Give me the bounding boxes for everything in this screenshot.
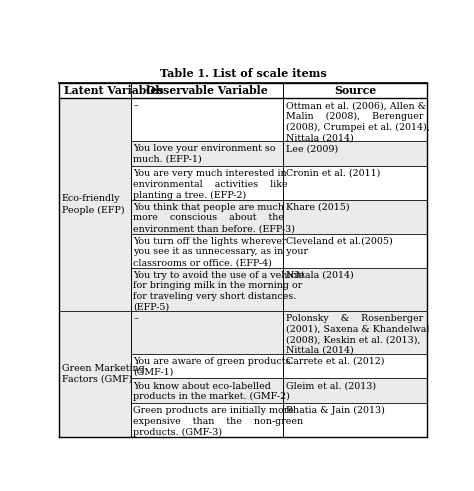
- Text: Cronin et al. (2011): Cronin et al. (2011): [286, 169, 380, 178]
- Text: Cleveland et al.(2005): Cleveland et al.(2005): [286, 237, 392, 246]
- Text: Table 1. List of scale items: Table 1. List of scale items: [160, 68, 326, 80]
- Bar: [131, 166, 283, 200]
- Text: Observable Variable: Observable Variable: [146, 85, 268, 96]
- Bar: [59, 83, 131, 98]
- Text: You know about eco-labelled
products in the market. (GMF-2): You know about eco-labelled products in …: [134, 382, 291, 402]
- Bar: [59, 311, 131, 437]
- Bar: [283, 311, 427, 354]
- Text: Carrete et al. (2012): Carrete et al. (2012): [286, 357, 384, 366]
- Text: Latent Variables: Latent Variables: [64, 85, 164, 96]
- Bar: [283, 141, 427, 166]
- Text: Khare (2015): Khare (2015): [286, 203, 349, 212]
- Text: –: –: [134, 101, 138, 110]
- Bar: [59, 98, 131, 311]
- Text: Green products are initially more
expensive    than    the    non-green
products: Green products are initially more expens…: [134, 406, 303, 437]
- Text: Nittala (2014): Nittala (2014): [286, 271, 354, 279]
- Text: You think that people are much
more    conscious    about    the
environment tha: You think that people are much more cons…: [134, 203, 295, 233]
- Bar: [283, 98, 427, 141]
- Text: Eco-friendly
People (EFP): Eco-friendly People (EFP): [62, 194, 125, 215]
- Bar: [131, 311, 283, 354]
- Bar: [131, 141, 283, 166]
- Text: Green Marketing
Factors (GMF): Green Marketing Factors (GMF): [62, 364, 145, 384]
- Text: You love your environment so
much. (EFP-1): You love your environment so much. (EFP-…: [134, 144, 276, 164]
- Bar: [131, 379, 283, 403]
- Bar: [131, 200, 283, 234]
- Bar: [131, 354, 283, 379]
- Text: Lee (2009): Lee (2009): [286, 144, 338, 153]
- Bar: [131, 98, 283, 141]
- Bar: [283, 166, 427, 200]
- Bar: [283, 379, 427, 403]
- Bar: [283, 83, 427, 98]
- Text: Gleim et al. (2013): Gleim et al. (2013): [286, 382, 376, 390]
- Bar: [283, 268, 427, 311]
- Text: You are very much interested in
environmental    activities    like
planting a t: You are very much interested in environm…: [134, 169, 288, 199]
- Bar: [283, 200, 427, 234]
- Text: –: –: [134, 314, 138, 323]
- Bar: [131, 403, 283, 437]
- Bar: [131, 83, 283, 98]
- Bar: [131, 234, 283, 268]
- Bar: [283, 234, 427, 268]
- Text: Source: Source: [334, 85, 376, 96]
- Text: Ottman et al. (2006), Allen &
Malin    (2008),    Berenguer
(2008), Crumpei et a: Ottman et al. (2006), Allen & Malin (200…: [286, 101, 429, 142]
- Text: Bhatia & Jain (2013): Bhatia & Jain (2013): [286, 406, 385, 415]
- Bar: [283, 403, 427, 437]
- Text: You are aware of green products.
(GMF-1): You are aware of green products. (GMF-1): [134, 357, 294, 377]
- Bar: [283, 354, 427, 379]
- Text: You turn off the lights wherever
you see it as unnecessary, as in your
classroom: You turn off the lights wherever you see…: [134, 237, 309, 267]
- Text: You try to avoid the use of a vehicle
for bringing milk in the morning or
for tr: You try to avoid the use of a vehicle fo…: [134, 271, 305, 312]
- Bar: [131, 268, 283, 311]
- Text: Polonsky    &    Rosenberger
(2001), Saxena & Khandelwal
(2008), Keskin et al. (: Polonsky & Rosenberger (2001), Saxena & …: [286, 314, 429, 355]
